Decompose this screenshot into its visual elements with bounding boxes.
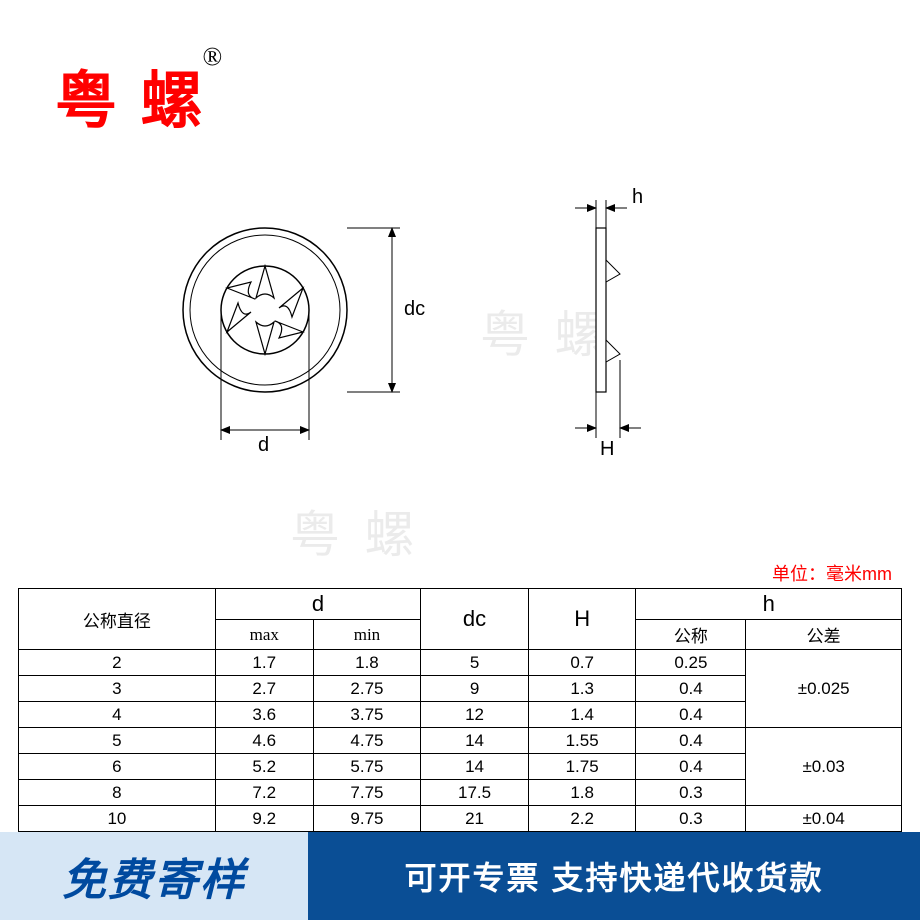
footer-banner: 免费寄样 可开专票 支持快递代收货款	[0, 832, 920, 920]
table-cell: 1.4	[528, 702, 636, 728]
table-cell: 1.75	[528, 754, 636, 780]
header-dc: dc	[421, 589, 529, 650]
label-h: h	[632, 186, 643, 209]
footer-left-text: 免费寄样	[0, 832, 308, 920]
header-d-min: min	[313, 620, 421, 650]
table-cell: 7.2	[215, 780, 313, 806]
table-cell: 17.5	[421, 780, 529, 806]
table-cell: 0.4	[636, 676, 746, 702]
header-nominal: 公称直径	[19, 589, 216, 650]
label-d: d	[258, 434, 269, 457]
table-cell: 0.25	[636, 650, 746, 676]
table-cell: 1.7	[215, 650, 313, 676]
unit-label: 单位：毫米mm	[772, 560, 892, 586]
table-cell: 6	[19, 754, 216, 780]
table-cell: 9.2	[215, 806, 313, 832]
tolerance-cell: ±0.04	[746, 806, 902, 832]
front-view	[183, 228, 400, 440]
table-cell: 0.3	[636, 806, 746, 832]
label-H-upper: H	[600, 438, 614, 461]
table-cell: 4.6	[215, 728, 313, 754]
header-h: h	[636, 589, 902, 620]
table-cell: 4.75	[313, 728, 421, 754]
table-cell: 2.2	[528, 806, 636, 832]
table-cell: 3.75	[313, 702, 421, 728]
footer-right-text: 可开专票 支持快递代收货款	[308, 832, 920, 920]
registered-mark: ®	[203, 42, 227, 71]
table-cell: 5	[421, 650, 529, 676]
table-cell: 5	[19, 728, 216, 754]
table-cell: 8	[19, 780, 216, 806]
header-h-tol: 公差	[746, 620, 902, 650]
table-cell: 3.6	[215, 702, 313, 728]
table-cell: 4	[19, 702, 216, 728]
table-cell: 1.8	[528, 780, 636, 806]
label-dc: dc	[404, 298, 425, 321]
watermark: 粤 螺	[290, 495, 421, 567]
table-cell: 14	[421, 728, 529, 754]
table-row: 21.71.850.70.25±0.025	[19, 650, 902, 676]
brand-logo: 粤 螺®	[55, 50, 230, 140]
table-cell: 9.75	[313, 806, 421, 832]
table-cell: 21	[421, 806, 529, 832]
table-cell: 1.55	[528, 728, 636, 754]
table-cell: 3	[19, 676, 216, 702]
diagram-svg	[0, 190, 920, 490]
table-cell: 14	[421, 754, 529, 780]
table-cell: 0.7	[528, 650, 636, 676]
table-header-row: 公称直径 d dc H h	[19, 589, 902, 620]
table-cell: 2.7	[215, 676, 313, 702]
table-cell: 0.4	[636, 728, 746, 754]
technical-diagram: dc d h H	[0, 190, 920, 490]
table-cell: 0.4	[636, 702, 746, 728]
table-cell: 12	[421, 702, 529, 728]
header-H: H	[528, 589, 636, 650]
table-row: 54.64.75141.550.4±0.03	[19, 728, 902, 754]
table-row: 109.29.75212.20.3±0.04	[19, 806, 902, 832]
table-cell: 2	[19, 650, 216, 676]
dimension-table: 公称直径 d dc H h max min 公称 公差 21.71.850.70…	[18, 588, 902, 832]
table-cell: 1.8	[313, 650, 421, 676]
table-cell: 0.4	[636, 754, 746, 780]
side-view	[575, 200, 641, 438]
table-cell: 5.2	[215, 754, 313, 780]
header-h-nom: 公称	[636, 620, 746, 650]
table-cell: 0.3	[636, 780, 746, 806]
brand-text: 粤 螺	[55, 68, 207, 136]
table-cell: 5.75	[313, 754, 421, 780]
table-cell: 1.3	[528, 676, 636, 702]
header-d: d	[215, 589, 420, 620]
tolerance-cell: ±0.025	[746, 650, 902, 728]
table-cell: 10	[19, 806, 216, 832]
table-cell: 7.75	[313, 780, 421, 806]
table-cell: 2.75	[313, 676, 421, 702]
header-d-max: max	[215, 620, 313, 650]
table-cell: 9	[421, 676, 529, 702]
tolerance-cell: ±0.03	[746, 728, 902, 806]
